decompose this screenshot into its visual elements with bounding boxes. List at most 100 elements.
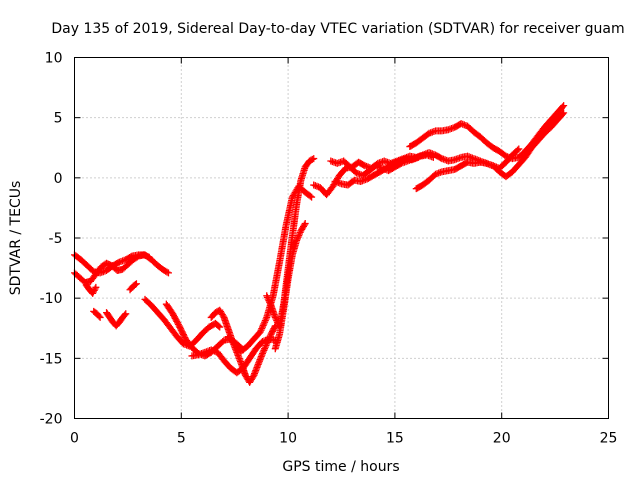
data-point: [170, 311, 178, 319]
y-tick-label: -10: [40, 291, 63, 307]
data-point: [266, 298, 274, 306]
series-12: [263, 155, 318, 331]
data-point: [293, 236, 301, 244]
data-point: [249, 373, 257, 381]
data-point: [171, 314, 179, 322]
x-tick-label: 15: [386, 431, 404, 447]
data-point: [265, 297, 273, 305]
plot-frame: [74, 57, 609, 419]
data-point: [172, 316, 180, 324]
data-point: [145, 253, 153, 261]
data-point: [266, 332, 274, 340]
y-tick-label: 5: [54, 111, 63, 127]
x-tick-label: 20: [493, 431, 511, 447]
data-point: [256, 328, 264, 336]
data-point: [293, 235, 301, 243]
data-point: [262, 341, 270, 349]
data-point: [121, 311, 129, 319]
series-2: [71, 251, 153, 287]
chart-title: Day 135 of 2019, Sidereal Day-to-day VTE…: [51, 21, 624, 37]
series-9: [188, 335, 279, 377]
data-point: [90, 286, 98, 294]
data-point: [131, 281, 139, 289]
series-6: [126, 280, 140, 294]
series-3: [82, 281, 100, 297]
grid-lines: [74, 57, 609, 419]
data-point: [258, 350, 266, 358]
data-point: [301, 220, 309, 228]
data-point: [261, 343, 269, 351]
x-tick-label: 10: [279, 431, 297, 447]
data-point: [295, 232, 303, 240]
data-point: [560, 109, 568, 117]
data-point: [429, 153, 437, 161]
data-points: [71, 102, 568, 386]
axis-ticks: 0 5 10 15 20 25 10 5 0 -5 -10 -15 -20: [40, 51, 618, 447]
data-point: [260, 320, 268, 328]
series-17: [412, 109, 568, 193]
series-13: [271, 220, 309, 353]
data-point: [163, 268, 171, 276]
data-point: [260, 346, 268, 354]
data-point: [92, 283, 100, 291]
data-point: [89, 288, 97, 296]
series-7: [141, 295, 224, 350]
data-point: [173, 317, 181, 325]
data-point: [169, 310, 177, 318]
series-16: [331, 153, 422, 189]
data-point: [294, 233, 302, 241]
data-point: [259, 348, 267, 356]
data-point: [295, 230, 303, 238]
data-point: [95, 312, 103, 320]
data-point: [263, 293, 271, 301]
data-point: [257, 326, 265, 334]
data-point: [560, 102, 568, 110]
data-point: [263, 340, 271, 348]
x-axis-label: GPS time / hours: [282, 459, 399, 475]
data-point: [261, 345, 269, 353]
data-point: [414, 153, 422, 161]
data-point: [559, 110, 567, 118]
data-point: [174, 319, 182, 327]
data-point: [308, 193, 316, 201]
data-point: [266, 333, 274, 341]
data-point: [170, 313, 178, 321]
data-point: [266, 300, 274, 308]
data-point: [261, 318, 269, 326]
data-point: [296, 228, 304, 236]
data-point: [306, 192, 314, 200]
data-point: [308, 155, 316, 163]
y-tick-label: -15: [40, 351, 63, 367]
y-tick-label: -5: [49, 231, 63, 247]
series-11: [224, 182, 316, 355]
data-point: [559, 103, 567, 111]
y-axis-label: SDTVAR / TECUs: [8, 181, 24, 296]
data-point: [91, 285, 99, 293]
data-point: [264, 337, 272, 345]
data-point: [132, 280, 140, 288]
data-point: [310, 155, 318, 163]
y-tick-label: 10: [45, 51, 63, 67]
series-4: [103, 309, 130, 330]
data-point: [89, 289, 97, 297]
x-tick-label: 0: [70, 431, 79, 447]
data-point: [215, 322, 223, 330]
data-point: [265, 335, 273, 343]
data-point: [122, 310, 130, 318]
data-point: [258, 323, 266, 331]
x-tick-label: 25: [600, 431, 618, 447]
data-point: [264, 295, 272, 303]
data-point: [263, 338, 271, 346]
x-tick-label: 5: [177, 431, 186, 447]
y-tick-label: 0: [54, 171, 63, 187]
data-point: [300, 221, 308, 229]
data-point: [96, 313, 104, 321]
series-5: [90, 307, 104, 321]
data-point: [259, 321, 267, 329]
data-point: [261, 317, 269, 325]
data-point: [258, 325, 266, 333]
data-point: [164, 269, 172, 277]
data-point: [216, 323, 224, 331]
series-18: [406, 102, 568, 163]
